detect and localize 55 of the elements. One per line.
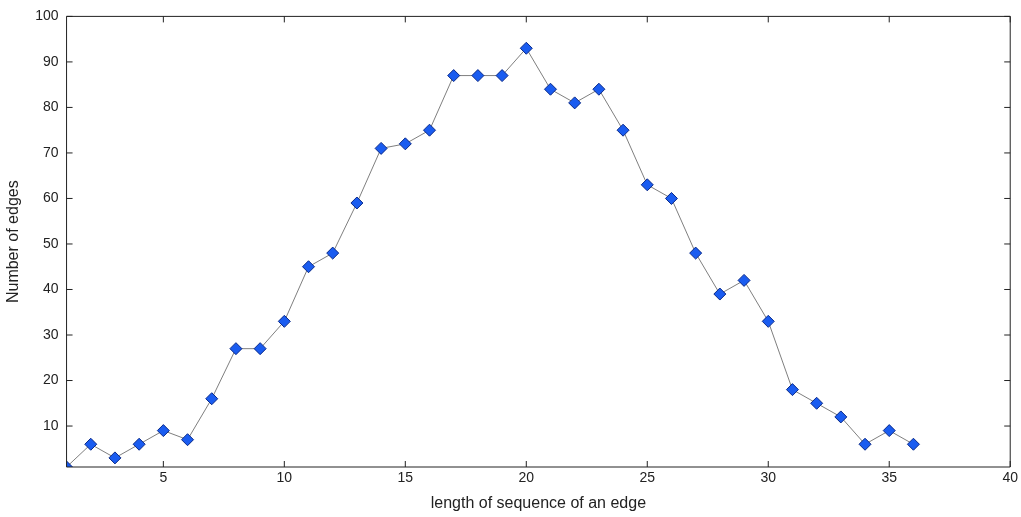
point	[664, 191, 678, 205]
point	[616, 123, 630, 137]
point	[810, 396, 824, 410]
point	[834, 410, 848, 424]
point	[277, 314, 291, 328]
y-tick-label: 100	[35, 7, 59, 24]
point	[882, 424, 896, 438]
point	[156, 424, 170, 438]
point	[253, 342, 267, 356]
y-tick-label: 60	[42, 189, 59, 206]
point	[108, 451, 122, 465]
point	[785, 383, 799, 397]
point	[374, 141, 388, 155]
y-tick-label: 70	[42, 143, 59, 160]
point	[737, 273, 751, 287]
y-tick-label: 50	[42, 234, 59, 251]
y-tick-label: 40	[42, 280, 59, 297]
point	[471, 69, 485, 83]
point	[447, 69, 461, 83]
point	[132, 437, 146, 451]
point	[350, 196, 364, 210]
point	[689, 246, 703, 260]
y-tick-label: 10	[42, 416, 59, 433]
point	[326, 246, 340, 260]
point	[640, 178, 654, 192]
y-tick-label: 80	[42, 98, 59, 115]
point	[543, 82, 557, 96]
y-tick-label: 90	[42, 52, 59, 69]
y-tick-label: 30	[42, 325, 59, 342]
point	[205, 392, 219, 406]
point	[519, 41, 533, 55]
x-tick-label: 30	[760, 469, 777, 486]
x-tick-label: 35	[881, 469, 898, 486]
x-tick-label: 20	[518, 469, 535, 486]
x-tick-label: 25	[639, 469, 656, 486]
point	[761, 314, 775, 328]
point	[568, 96, 582, 110]
point	[229, 342, 243, 356]
x-axis-title: length of sequence of an edge	[430, 493, 647, 511]
point	[84, 437, 98, 451]
y-axis-title: Number of edges	[4, 180, 22, 304]
point	[858, 437, 872, 451]
x-tick-label: 15	[397, 469, 414, 486]
y-tick-label: 20	[42, 371, 59, 388]
point	[423, 123, 436, 137]
point	[398, 137, 412, 151]
x-tick-label: 5	[159, 469, 168, 486]
point	[713, 287, 727, 301]
point	[592, 82, 606, 96]
x-tick-label: 40	[1002, 469, 1019, 486]
point	[495, 69, 509, 83]
point	[181, 433, 195, 447]
x-tick-label: 10	[276, 469, 293, 486]
point	[906, 437, 920, 451]
point	[302, 260, 316, 274]
